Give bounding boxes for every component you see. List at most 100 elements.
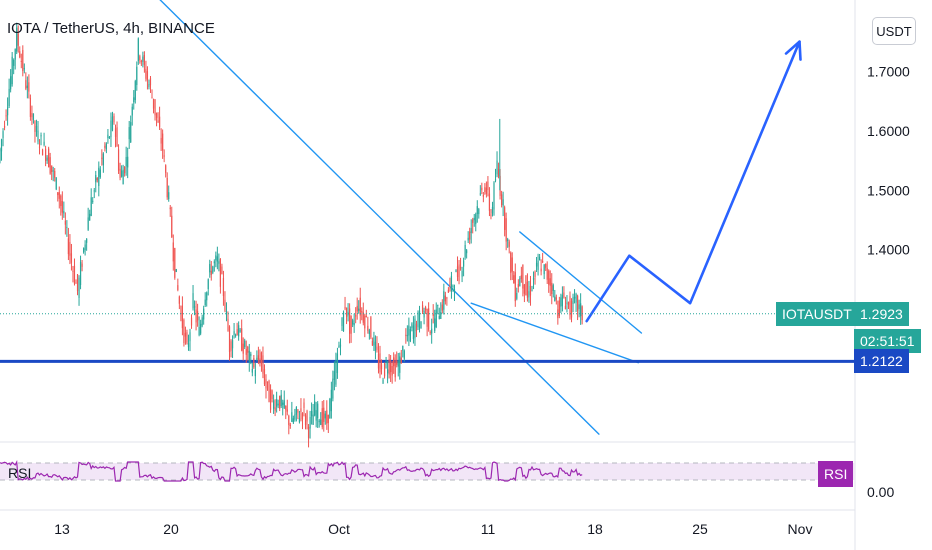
candle-body: [251, 368, 253, 373]
price-tick-label: 1.6000: [867, 123, 910, 139]
candle-body: [516, 292, 518, 299]
candle-body: [493, 182, 495, 210]
candle-body: [177, 285, 179, 290]
candle-body: [210, 270, 212, 275]
candle-body: [542, 261, 544, 263]
candle-body: [34, 121, 36, 133]
countdown-tag: 02:51:51: [854, 328, 921, 353]
candle-body: [569, 295, 571, 316]
rsi-pane: RSI 0.00: [0, 460, 894, 500]
candle-body: [461, 270, 463, 277]
candle-body: [349, 308, 351, 334]
candle-body: [46, 157, 48, 161]
price-axis: 1.4000 1.5000 1.6000 1.7000: [867, 63, 910, 257]
rsi-band: [0, 463, 855, 480]
candle-body: [215, 255, 217, 261]
candle-body: [184, 332, 187, 337]
candle-body: [244, 340, 246, 348]
candle-body: [435, 309, 437, 327]
candle-body: [403, 350, 405, 359]
candle-body: [63, 211, 65, 214]
candle-body: [466, 250, 468, 254]
candle-body: [355, 315, 357, 317]
price-tick-label: 1.7000: [867, 63, 910, 79]
candle-body: [304, 415, 307, 425]
candle-body: [3, 126, 6, 128]
grid: [0, 0, 856, 550]
candle-body: [26, 85, 28, 89]
candle-body: [390, 362, 392, 373]
candle-body: [356, 305, 358, 312]
candle-body: [79, 262, 82, 285]
candle-body: [239, 330, 241, 332]
candle-body: [113, 116, 115, 123]
candle-body: [412, 325, 415, 340]
candle-body: [373, 337, 375, 346]
currency-button[interactable]: USDT: [872, 17, 916, 45]
candle-body: [268, 381, 270, 403]
candle-body: [86, 238, 88, 243]
candle-body: [285, 405, 287, 410]
candle-body: [133, 97, 135, 103]
candle-body: [464, 245, 466, 258]
candle-body: [221, 266, 223, 274]
candle-body: [297, 409, 299, 413]
candle-body: [19, 51, 21, 58]
candle-body: [336, 353, 339, 374]
candle-body: [72, 270, 74, 272]
candle-body: [227, 318, 229, 331]
candle-body: [149, 78, 152, 86]
candle-body: [508, 241, 510, 247]
candle-body: [391, 366, 393, 376]
candle-body: [362, 312, 364, 323]
candle-body: [400, 357, 402, 364]
candle-body: [469, 231, 471, 240]
candle-body: [45, 148, 47, 161]
candle-body: [29, 97, 31, 117]
candle-body: [415, 323, 418, 331]
candle-body: [447, 289, 449, 293]
candle-body: [83, 248, 85, 252]
candle-body: [16, 27, 18, 52]
candle-body: [482, 194, 484, 197]
candle-body: [406, 335, 408, 337]
candle-body: [198, 326, 200, 336]
candle-body: [152, 98, 155, 109]
candle-body: [414, 318, 416, 338]
candle-body: [105, 143, 107, 149]
candle-body: [327, 414, 329, 424]
candle-body: [131, 106, 133, 116]
candle-body: [421, 305, 424, 312]
candle-body: [238, 325, 240, 337]
candle-body: [341, 317, 343, 327]
candles: [0, 22, 583, 448]
candle-body: [548, 270, 550, 285]
candle-body: [312, 414, 314, 425]
candle-body: [162, 133, 164, 151]
candle-body: [335, 360, 337, 385]
candle-body: [438, 316, 440, 319]
candle-body: [55, 177, 57, 190]
time-tick-label: 18: [587, 521, 603, 537]
candle-body: [409, 329, 411, 341]
candle-body: [467, 237, 469, 241]
candle-body: [320, 419, 322, 425]
time-tick-label: Oct: [328, 521, 350, 537]
candle-body: [116, 127, 118, 147]
candle-body: [303, 402, 305, 408]
candle-body: [248, 350, 250, 362]
candle-body: [452, 285, 454, 288]
candle-body: [43, 141, 45, 145]
candle-body: [371, 340, 373, 346]
candle-body: [505, 218, 507, 242]
candle-body: [269, 389, 272, 410]
candle-body: [432, 313, 434, 316]
candle-body: [84, 244, 86, 251]
candle-body: [57, 192, 59, 196]
candle-body: [10, 76, 12, 90]
wedge-lower-line: [470, 302, 640, 364]
candle-body: [8, 88, 10, 107]
candle-body: [405, 334, 407, 336]
candle-body: [98, 167, 100, 186]
